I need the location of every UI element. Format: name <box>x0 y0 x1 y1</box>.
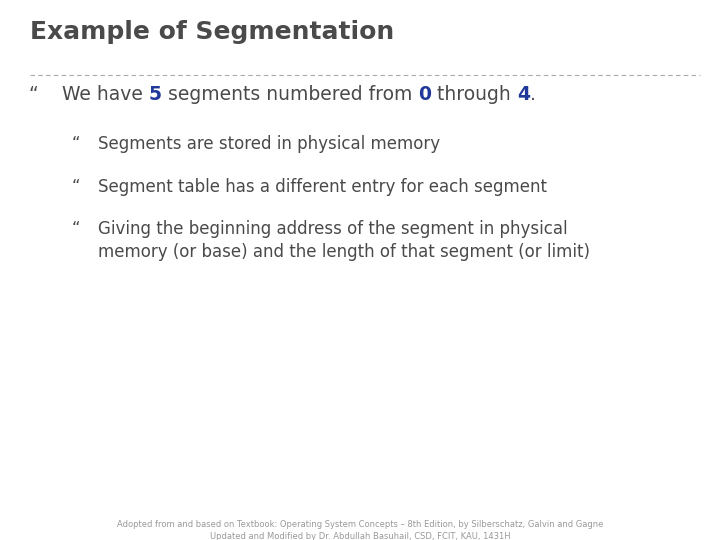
Text: Example of Segmentation: Example of Segmentation <box>30 20 395 44</box>
Text: “: “ <box>28 85 37 104</box>
Text: .: . <box>530 85 536 104</box>
Text: 5: 5 <box>149 85 162 104</box>
Text: “: “ <box>72 220 81 238</box>
Text: “: “ <box>72 135 81 153</box>
Text: through: through <box>431 85 517 104</box>
Text: Segment table has a different entry for each segment: Segment table has a different entry for … <box>98 178 547 196</box>
Text: segments numbered from: segments numbered from <box>162 85 418 104</box>
Text: Giving the beginning address of the segment in physical
memory (or base) and the: Giving the beginning address of the segm… <box>98 220 590 261</box>
Text: Adopted from and based on Textbook: Operating System Concepts – 8th Edition, by : Adopted from and based on Textbook: Oper… <box>117 520 603 540</box>
Text: 0: 0 <box>418 85 431 104</box>
Text: “: “ <box>72 178 81 196</box>
Text: 4: 4 <box>517 85 530 104</box>
Text: Segments are stored in physical memory: Segments are stored in physical memory <box>98 135 440 153</box>
Text: We have: We have <box>62 85 149 104</box>
